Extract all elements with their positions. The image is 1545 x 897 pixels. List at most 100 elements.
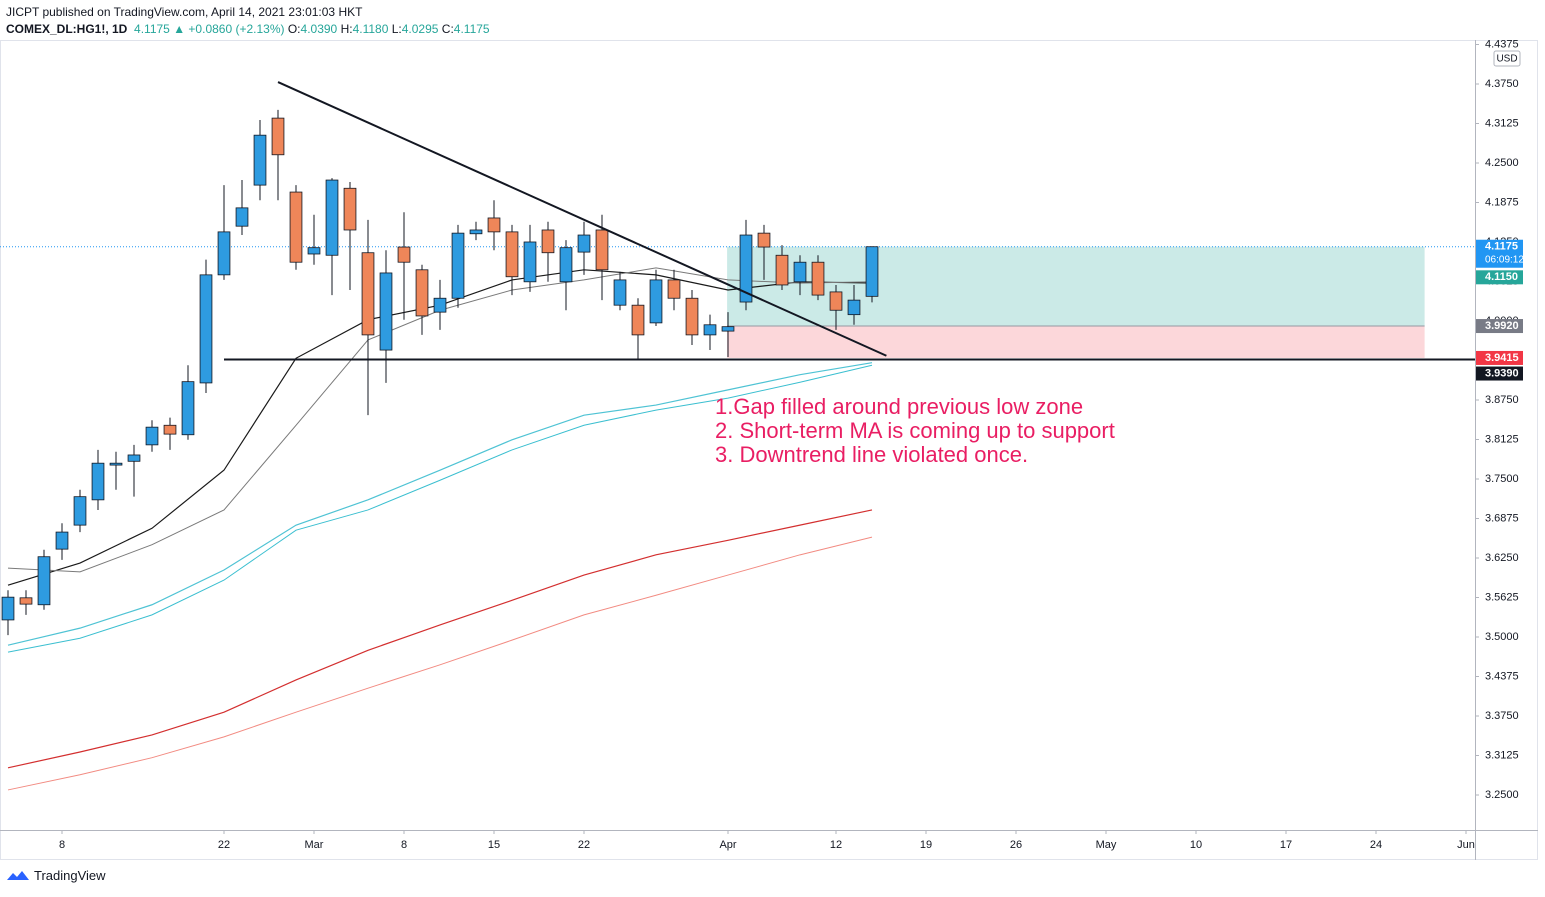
o: 4.0390: [300, 22, 338, 36]
candle-body: [1, 596, 15, 621]
candle-body: [775, 254, 789, 286]
moving-average: [7, 509, 873, 769]
y-tick-label: 3.6875: [1485, 512, 1519, 524]
brand: TradingView: [34, 868, 106, 883]
candle-body: [145, 426, 159, 446]
byline: JICPT published on TradingView.com, Apri…: [6, 5, 363, 19]
x-tick-label: Jun: [1457, 839, 1475, 851]
candle-body: [271, 117, 285, 156]
candle-body: [73, 496, 87, 526]
currency: USD: [1496, 54, 1517, 65]
y-tick-label: 3.8750: [1485, 394, 1519, 406]
symbol: COMEX_DL:HG1!, 1D: [6, 22, 128, 36]
x-tick-label: Apr: [719, 839, 736, 851]
trendline: [277, 81, 887, 357]
price-label: 3.9390: [1485, 367, 1519, 379]
candle-body: [667, 279, 681, 299]
candle-body: [253, 134, 267, 186]
candle-body: [613, 279, 627, 306]
y-tick-label: 3.5000: [1485, 631, 1519, 643]
candle-body: [721, 326, 735, 332]
x-tick-label: 22: [218, 839, 230, 851]
candle-body: [163, 424, 177, 435]
price-label-box: [1476, 366, 1523, 381]
candle-body: [847, 299, 861, 316]
c: 4.1175: [453, 22, 490, 36]
price-label-box: [1476, 319, 1523, 334]
candle-body: [55, 531, 69, 550]
candle-body: [865, 246, 879, 297]
y-tick-label: 4.2500: [1485, 157, 1519, 169]
candle-body: [433, 297, 447, 313]
candle-body: [505, 231, 519, 278]
y-tick-label: 4.1875: [1485, 196, 1519, 208]
logo: [7, 870, 29, 880]
price-label-box: [1476, 239, 1523, 268]
y-tick-label: 3.2500: [1485, 789, 1519, 801]
candle-body: [307, 247, 321, 255]
x-tick-label: 17: [1280, 839, 1292, 851]
y-tick-label: 4.4375: [1485, 38, 1519, 50]
x-tick-label: 8: [401, 839, 407, 851]
candle-body: [595, 229, 609, 271]
price-label: 4.1150: [1485, 271, 1518, 283]
quote-line: COMEX_DL:HG1!, 1D 4.1175 ▲ +0.0860 (+2.1…: [6, 21, 490, 38]
candle-body: [235, 207, 249, 227]
target-zone: [727, 246, 1425, 327]
x-tick-label: 22: [578, 839, 590, 851]
plot: [0, 81, 1475, 791]
candle-body: [289, 191, 303, 263]
moving-average: [7, 364, 873, 653]
y-tick-label: 4.3750: [1485, 78, 1519, 90]
x-tick-label: 8: [59, 839, 65, 851]
x-tick-label: 10: [1190, 839, 1202, 851]
candle-body: [199, 274, 213, 384]
price-label-box: [1476, 270, 1523, 285]
candle-body: [685, 297, 699, 336]
candle-body: [469, 229, 483, 235]
candle-body: [19, 597, 33, 605]
arrow: ▲: [173, 22, 186, 36]
candle-body: [343, 187, 357, 231]
candle-body: [829, 291, 843, 311]
h-label: H:: [340, 22, 353, 36]
candle-body: [559, 247, 573, 283]
candle-body: [37, 556, 51, 606]
y-tick-label: 3.6250: [1485, 552, 1519, 564]
candle-body: [523, 241, 537, 283]
candle-body: [649, 279, 663, 324]
annotation: 2. Short-term MA is coming up to support: [715, 418, 1115, 443]
candle-body: [577, 234, 591, 253]
candle-body: [703, 324, 717, 336]
candle-body: [217, 231, 231, 276]
candle-body: [325, 179, 339, 256]
price-label: 3.9920: [1485, 320, 1519, 332]
y-tick-label: 3.8125: [1485, 433, 1519, 445]
candle-body: [811, 261, 825, 296]
candle-body: [109, 462, 123, 466]
price-label-box: [1476, 350, 1523, 365]
candle-body: [451, 232, 465, 299]
footer: TradingView: [6, 868, 106, 883]
stop-zone: [727, 326, 1425, 358]
currency-box: [1493, 50, 1521, 67]
candle-body: [181, 381, 195, 436]
price-label: 4.1175: [1485, 241, 1518, 253]
x-tick-label: Mar: [305, 839, 324, 851]
y-tick-label: 3.3125: [1485, 749, 1519, 761]
moving-average: [7, 362, 873, 646]
candle-body: [487, 217, 501, 233]
logo-shape: [7, 870, 29, 880]
c-label: C:: [441, 22, 454, 36]
h: 4.1180: [352, 22, 389, 36]
candle-body: [127, 454, 141, 462]
moving-average: [7, 536, 873, 791]
candle-body: [541, 229, 555, 254]
candle-body: [361, 252, 375, 336]
candle-body: [379, 272, 393, 351]
candle-body: [415, 269, 429, 317]
candle-body: [757, 232, 771, 248]
y-tick-label: 3.4375: [1485, 670, 1519, 682]
x-tick-label: May: [1096, 839, 1117, 851]
y-tick-label: 3.3750: [1485, 710, 1519, 722]
